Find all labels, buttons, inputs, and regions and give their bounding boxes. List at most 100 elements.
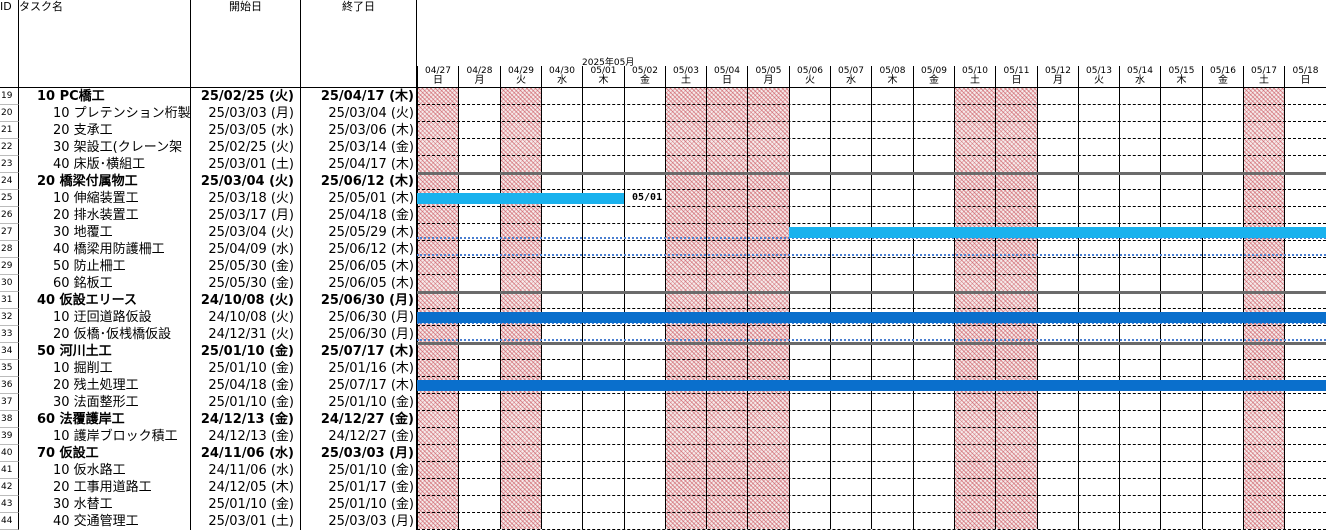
table-row[interactable]: 20 10 プレテンション桁製 25/03/03 (月) 25/03/04 (火) — [0, 105, 1326, 122]
start-date[interactable]: 24/11/06 (水) — [191, 462, 301, 479]
table-row[interactable]: 37 30 法面整形工 25/01/10 (金) 25/01/10 (金) — [0, 394, 1326, 411]
day-header[interactable]: 05/06 火 — [789, 66, 830, 88]
day-header[interactable]: 05/08 木 — [871, 66, 913, 88]
task-name[interactable]: 50 河川土工 — [19, 343, 191, 360]
task-name[interactable]: 20 支承工 — [19, 122, 191, 139]
header-end-date[interactable]: 終了日 — [301, 0, 417, 88]
end-date[interactable]: 25/04/17 (木) — [301, 156, 417, 173]
header-id[interactable]: ID — [0, 0, 19, 88]
start-date[interactable]: 25/03/04 (火) — [191, 224, 301, 241]
end-date[interactable]: 25/06/30 (月) — [301, 326, 417, 343]
table-row[interactable]: 22 30 架設工(クレーン架 25/02/25 (火) 25/03/14 (金) — [0, 139, 1326, 156]
task-bar[interactable] — [789, 227, 1326, 238]
task-name[interactable]: 20 残土処理工 — [19, 377, 191, 394]
day-header[interactable]: 05/10 土 — [954, 66, 995, 88]
table-row[interactable]: 40 70 仮設工 24/11/06 (水) 25/03/03 (月) — [0, 445, 1326, 462]
task-name[interactable]: 40 仮設エリース — [19, 292, 191, 309]
table-row[interactable]: 26 20 排水装置工 25/03/17 (月) 25/04/18 (金) — [0, 207, 1326, 224]
task-name[interactable]: 60 銘板工 — [19, 275, 191, 292]
end-date[interactable]: 25/01/16 (木) — [301, 360, 417, 377]
end-date[interactable]: 25/05/01 (木) — [301, 190, 417, 207]
header-task-name[interactable]: タスク名 — [19, 0, 191, 88]
day-header[interactable]: 05/09 金 — [913, 66, 954, 88]
end-date[interactable]: 25/06/30 (月) — [301, 292, 417, 309]
task-name[interactable]: 60 法覆護岸工 — [19, 411, 191, 428]
table-row[interactable]: 29 50 防止柵工 25/05/30 (金) 25/06/05 (木) — [0, 258, 1326, 275]
day-header[interactable]: 05/14 水 — [1119, 66, 1160, 88]
start-date[interactable]: 25/03/01 (土) — [191, 513, 301, 530]
day-header[interactable]: 05/12 月 — [1037, 66, 1078, 88]
task-name[interactable]: 10 護岸ブロック積工 — [19, 428, 191, 445]
table-row[interactable]: 23 40 床版･横組工 25/03/01 (土) 25/04/17 (木) — [0, 156, 1326, 173]
task-name[interactable]: 20 橋梁付属物工 — [19, 173, 191, 190]
task-name[interactable]: 20 仮橋･仮桟橋仮設 — [19, 326, 191, 343]
start-date[interactable]: 25/02/25 (火) — [191, 88, 301, 105]
day-header[interactable]: 05/16 金 — [1202, 66, 1243, 88]
table-row[interactable]: 33 20 仮橋･仮桟橋仮設 24/12/31 (火) 25/06/30 (月) — [0, 326, 1326, 343]
table-row[interactable]: 24 20 橋梁付属物工 25/03/04 (火) 25/06/12 (木) — [0, 173, 1326, 190]
table-row[interactable]: 35 10 掘削工 25/01/10 (金) 25/01/16 (木) — [0, 360, 1326, 377]
day-header[interactable]: 05/05 月 — [747, 66, 789, 88]
task-bar[interactable] — [417, 380, 1326, 391]
start-date[interactable]: 25/01/10 (金) — [191, 360, 301, 377]
task-name[interactable]: 20 排水装置工 — [19, 207, 191, 224]
start-date[interactable]: 25/01/10 (金) — [191, 343, 301, 360]
start-date[interactable]: 25/01/10 (金) — [191, 496, 301, 513]
task-name[interactable]: 70 仮設工 — [19, 445, 191, 462]
end-date[interactable]: 25/04/18 (金) — [301, 207, 417, 224]
start-date[interactable]: 25/05/30 (金) — [191, 275, 301, 292]
end-date[interactable]: 25/01/10 (金) — [301, 496, 417, 513]
task-name[interactable]: 50 防止柵工 — [19, 258, 191, 275]
start-date[interactable]: 24/11/06 (水) — [191, 445, 301, 462]
end-date[interactable]: 25/01/10 (金) — [301, 394, 417, 411]
task-name[interactable]: 30 法面整形工 — [19, 394, 191, 411]
task-name[interactable]: 30 架設工(クレーン架 — [19, 139, 191, 156]
end-date[interactable]: 25/01/17 (金) — [301, 479, 417, 496]
day-header[interactable]: 05/18 日 — [1284, 66, 1326, 88]
end-date[interactable]: 25/03/14 (金) — [301, 139, 417, 156]
task-name[interactable]: 20 工事用道路工 — [19, 479, 191, 496]
table-row[interactable]: 21 20 支承工 25/03/05 (水) 25/03/06 (木) — [0, 122, 1326, 139]
day-header[interactable]: 05/13 火 — [1078, 66, 1119, 88]
task-name[interactable]: 10 伸縮装置工 — [19, 190, 191, 207]
end-date[interactable]: 25/03/03 (月) — [301, 513, 417, 530]
task-name[interactable]: 30 地覆工 — [19, 224, 191, 241]
task-bar[interactable] — [417, 193, 624, 204]
day-header[interactable]: 05/07 水 — [830, 66, 871, 88]
start-date[interactable]: 24/12/05 (木) — [191, 479, 301, 496]
day-header[interactable]: 05/04 日 — [706, 66, 747, 88]
start-date[interactable]: 25/03/03 (月) — [191, 105, 301, 122]
end-date[interactable]: 25/06/05 (木) — [301, 258, 417, 275]
table-row[interactable]: 31 40 仮設エリース 24/10/08 (火) 25/06/30 (月) — [0, 292, 1326, 309]
day-header[interactable]: 05/15 木 — [1160, 66, 1202, 88]
day-header[interactable]: 05/11 日 — [995, 66, 1037, 88]
table-row[interactable]: 41 10 仮水路工 24/11/06 (水) 25/01/10 (金) — [0, 462, 1326, 479]
table-row[interactable]: 38 60 法覆護岸工 24/12/13 (金) 24/12/27 (金) — [0, 411, 1326, 428]
task-name[interactable]: 10 プレテンション桁製 — [19, 105, 191, 122]
start-date[interactable]: 25/03/17 (月) — [191, 207, 301, 224]
end-date[interactable]: 25/06/12 (木) — [301, 173, 417, 190]
header-start-date[interactable]: 開始日 — [191, 0, 301, 88]
start-date[interactable]: 24/10/08 (火) — [191, 292, 301, 309]
start-date[interactable]: 24/12/13 (金) — [191, 411, 301, 428]
table-row[interactable]: 34 50 河川土工 25/01/10 (金) 25/07/17 (木) — [0, 343, 1326, 360]
table-row[interactable]: 25 10 伸縮装置工 25/03/18 (火) 25/05/01 (木) — [0, 190, 1326, 207]
start-date[interactable]: 24/12/31 (火) — [191, 326, 301, 343]
day-header[interactable]: 05/03 土 — [665, 66, 706, 88]
day-header[interactable]: 04/30 水 — [541, 66, 582, 88]
day-header[interactable]: 04/28 月 — [458, 66, 500, 88]
start-date[interactable]: 25/03/04 (火) — [191, 173, 301, 190]
table-row[interactable]: 39 10 護岸ブロック積工 24/12/13 (金) 24/12/27 (金) — [0, 428, 1326, 445]
start-date[interactable]: 25/03/01 (土) — [191, 156, 301, 173]
table-row[interactable]: 36 20 残土処理工 25/04/18 (金) 25/07/17 (木) — [0, 377, 1326, 394]
start-date[interactable]: 24/10/08 (火) — [191, 309, 301, 326]
start-date[interactable]: 24/12/13 (金) — [191, 428, 301, 445]
day-header[interactable]: 04/27 日 — [417, 66, 458, 88]
task-name[interactable]: 10 掘削工 — [19, 360, 191, 377]
task-bar[interactable] — [417, 312, 1326, 323]
end-date[interactable]: 25/03/06 (木) — [301, 122, 417, 139]
end-date[interactable]: 25/01/10 (金) — [301, 462, 417, 479]
start-date[interactable]: 25/03/05 (水) — [191, 122, 301, 139]
table-row[interactable]: 30 60 銘板工 25/05/30 (金) 25/06/05 (木) — [0, 275, 1326, 292]
day-header[interactable]: 05/02 金 — [624, 66, 665, 88]
